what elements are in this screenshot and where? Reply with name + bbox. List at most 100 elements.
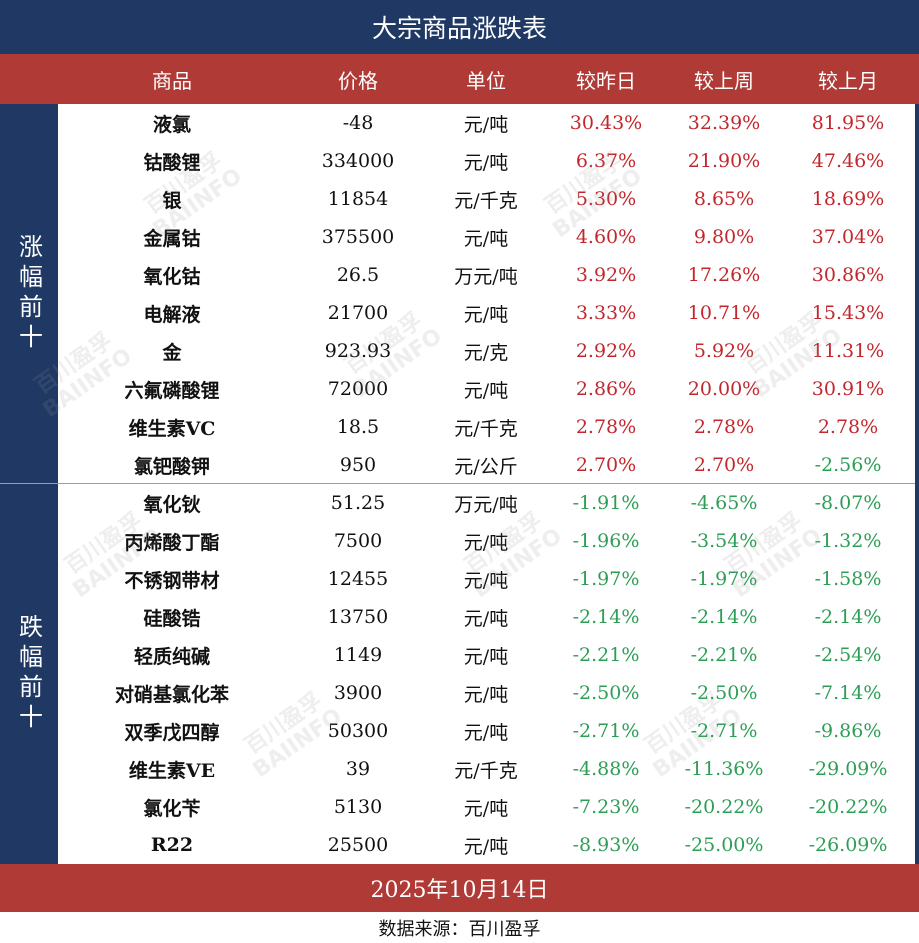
cell-vs-yesterday: 2.78% [575,416,637,438]
cell-vs-last-week: 32.39% [687,112,761,134]
header-vs-last-month: 较上月 [818,68,878,93]
cell-price: 18.5 [336,416,380,438]
report-date: 2025年10月14日 [0,864,919,912]
header-commodity: 商品 [152,68,192,93]
cell-vs-last-week: 10.71% [687,302,761,324]
table-row: 轻质纯碱 1149 元/吨 -2.21% -2.21% -2.54% [0,636,919,674]
cell-vs-yesterday: -2.21% [572,644,640,666]
cell-vs-yesterday: 2.86% [575,378,637,400]
cell-vs-yesterday: -1.97% [572,568,640,590]
cell-vs-last-week: -4.65% [690,492,758,514]
cell-commodity: 电解液 [143,303,201,326]
cell-unit: 元/千克 [454,189,518,212]
cell-price: 50300 [327,720,389,742]
cell-unit: 元/克 [463,341,509,364]
cell-unit: 元/公斤 [454,455,518,478]
cell-vs-yesterday: 6.37% [575,150,637,172]
cell-vs-last-week: -2.21% [690,644,758,666]
group-label-top-losers-text: 跌幅前十 [14,614,43,734]
table-row: 氧化钬 51.25 万元/吨 -1.91% -4.65% -8.07% [0,484,919,522]
cell-price: 72000 [327,378,389,400]
cell-commodity: R22 [150,834,194,856]
cell-commodity: 丙烯酸丁酯 [124,531,220,554]
table-row: 氯化苄 5130 元/吨 -7.23% -20.22% -20.22% [0,788,919,826]
cell-vs-last-week: 2.78% [693,416,755,438]
cell-vs-last-month: -7.14% [814,682,882,704]
cell-vs-last-week: -20.22% [684,796,764,818]
header-vs-yesterday: 较昨日 [576,68,636,93]
header-unit: 单位 [466,68,506,93]
cell-commodity: 钴酸锂 [143,151,201,174]
cell-commodity: 氧化钴 [143,265,201,288]
cell-vs-last-week: 20.00% [687,378,761,400]
cell-unit: 元/吨 [463,113,509,136]
cell-price: -48 [342,112,374,134]
cell-unit: 万元/吨 [454,493,518,516]
cell-vs-yesterday: -1.96% [572,530,640,552]
cell-commodity: 轻质纯碱 [133,645,210,668]
cell-vs-last-month: -2.56% [814,454,882,476]
cell-vs-yesterday: 2.70% [575,454,637,476]
cell-unit: 元/吨 [463,227,509,250]
cell-price: 25500 [327,834,389,856]
group-divider [0,483,919,484]
table-header: 商品 价格 单位 较昨日 较上周 较上月 [0,54,919,104]
cell-commodity: 维生素VC [128,417,216,440]
table-row: 金属钴 375500 元/吨 4.60% 9.80% 37.04% [0,218,919,256]
cell-vs-yesterday: -2.71% [572,720,640,742]
group-label-top-losers: 跌幅前十 [0,484,58,864]
cell-vs-last-month: -8.07% [814,492,882,514]
table-right-border [915,104,919,864]
cell-price: 7500 [333,530,383,552]
cell-price: 11854 [327,188,389,210]
cell-unit: 元/吨 [463,835,509,858]
cell-price: 3900 [333,682,383,704]
cell-price: 334000 [321,150,395,172]
table-row: 金 923.93 元/克 2.92% 5.92% 11.31% [0,332,919,370]
cell-vs-last-week: 8.65% [693,188,755,210]
cell-vs-last-week: 5.92% [693,340,755,362]
cell-commodity: 不锈钢带材 [124,569,220,592]
cell-unit: 万元/吨 [454,265,518,288]
cell-vs-last-week: -11.36% [684,758,764,780]
cell-vs-last-month: 2.78% [817,416,879,438]
cell-price: 950 [339,454,377,476]
cell-price: 12455 [327,568,389,590]
cell-commodity: 金 [162,341,182,364]
cell-vs-last-week: -3.54% [690,530,758,552]
cell-price: 375500 [321,226,395,248]
cell-unit: 元/吨 [463,797,509,820]
group-label-top-gainers: 涨幅前十 [0,104,58,484]
cell-vs-yesterday: -7.23% [572,796,640,818]
cell-commodity: 金属钴 [143,227,201,250]
cell-price: 39 [345,758,371,780]
table-row: 双季戊四醇 50300 元/吨 -2.71% -2.71% -9.86% [0,712,919,750]
cell-vs-last-month: -2.54% [814,644,882,666]
cell-vs-last-month: -2.14% [814,606,882,628]
cell-price: 923.93 [324,340,392,362]
cell-vs-yesterday: -1.91% [572,492,640,514]
table-row: 硅酸锆 13750 元/吨 -2.14% -2.14% -2.14% [0,598,919,636]
table-row: 钴酸锂 334000 元/吨 6.37% 21.90% 47.46% [0,142,919,180]
group-label-top-gainers-text: 涨幅前十 [14,234,43,354]
cell-unit: 元/吨 [463,569,509,592]
cell-vs-last-week: 21.90% [687,150,761,172]
table-row: 六氟磷酸锂 72000 元/吨 2.86% 20.00% 30.91% [0,370,919,408]
cell-price: 13750 [327,606,389,628]
cell-unit: 元/吨 [463,531,509,554]
cell-vs-last-month: 15.43% [811,302,885,324]
cell-vs-last-week: 9.80% [693,226,755,248]
cell-vs-last-month: -29.09% [808,758,888,780]
cell-vs-yesterday: -2.50% [572,682,640,704]
cell-vs-last-month: -1.58% [814,568,882,590]
cell-vs-last-week: -1.97% [690,568,758,590]
table-row: 对硝基氯化苯 3900 元/吨 -2.50% -2.50% -7.14% [0,674,919,712]
cell-commodity: 氯钯酸钾 [133,455,210,478]
cell-unit: 元/吨 [463,721,509,744]
cell-vs-last-month: -26.09% [808,834,888,856]
cell-vs-last-week: -25.00% [684,834,764,856]
cell-vs-yesterday: -8.93% [572,834,640,856]
cell-vs-yesterday: 5.30% [575,188,637,210]
cell-vs-last-month: -20.22% [808,796,888,818]
table-row: 液氯 -48 元/吨 30.43% 32.39% 81.95% [0,104,919,142]
